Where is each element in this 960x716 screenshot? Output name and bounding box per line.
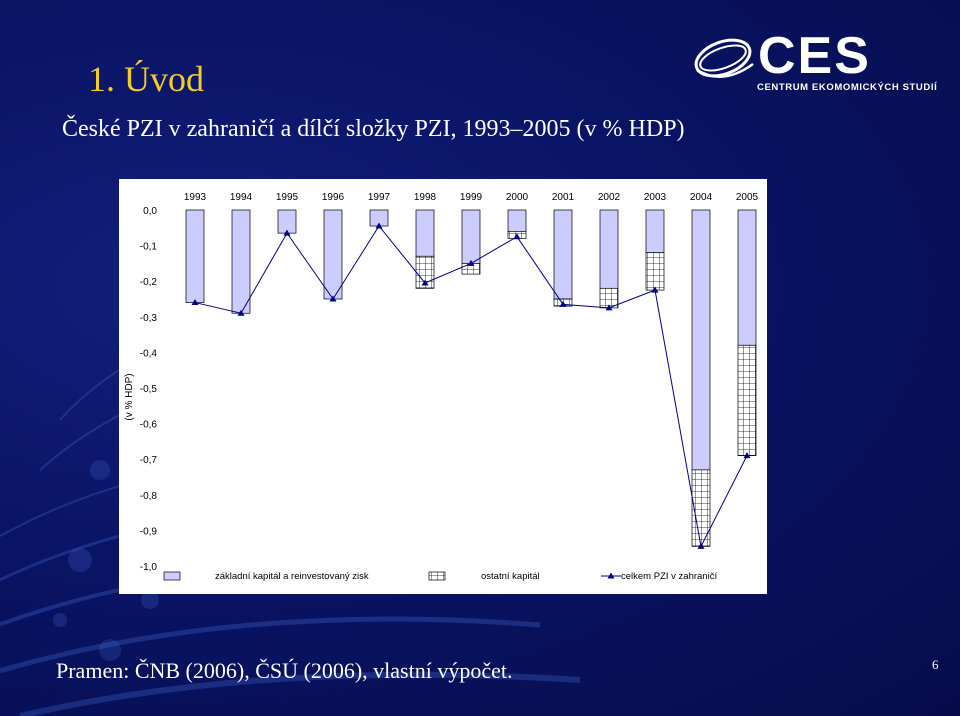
- y-tick-label: -0,8: [140, 491, 158, 502]
- total-fdi-marker: [421, 279, 429, 286]
- legend-swatch-other-capital: [428, 571, 446, 581]
- y-axis-title: (v % HDP): [124, 373, 135, 420]
- y-tick-label: -0,7: [140, 455, 158, 466]
- total-fdi-marker: [191, 299, 199, 306]
- x-tick-label: 2001: [552, 192, 575, 203]
- bar-other-capital: [645, 252, 665, 291]
- bar-base-capital: [507, 209, 527, 232]
- y-tick-label: -0,3: [140, 313, 158, 324]
- x-tick-label: 1995: [276, 192, 299, 203]
- total-fdi-marker: [743, 452, 751, 459]
- total-fdi-marker: [467, 259, 475, 266]
- page-number: 6: [932, 657, 939, 672]
- bar-base-capital: [185, 209, 205, 303]
- bar-base-capital: [737, 209, 757, 346]
- x-tick-label: 1994: [230, 192, 253, 203]
- y-tick-label: -0,6: [140, 420, 158, 431]
- legend-marker-total: [607, 572, 615, 579]
- slide-heading: 1. Úvod: [88, 59, 204, 99]
- total-fdi-marker: [697, 542, 705, 549]
- legend-label-base-capital: základní kapitál a reinvestovaný zisk: [215, 571, 369, 582]
- y-tick-label: -0,9: [140, 526, 158, 537]
- bar-base-capital: [231, 209, 251, 314]
- slide-subtitle: České PZI v zahraničí a dílčí složky PZI…: [62, 116, 685, 142]
- bar-base-capital: [553, 209, 573, 300]
- logo-text: CES: [758, 27, 871, 85]
- y-tick-label: -0,5: [140, 384, 158, 395]
- x-tick-label: 1997: [368, 192, 391, 203]
- legend-label-total: celkem PZI v zahraničí: [621, 571, 717, 582]
- x-tick-label: 1999: [460, 192, 483, 203]
- x-tick-label: 2002: [598, 192, 621, 203]
- total-fdi-marker: [329, 295, 337, 302]
- y-tick-label: -0,1: [140, 242, 158, 253]
- total-fdi-marker: [651, 286, 659, 293]
- x-tick-label: 1998: [414, 192, 437, 203]
- x-tick-label: 1996: [322, 192, 345, 203]
- x-tick-label: 2003: [644, 192, 667, 203]
- total-fdi-marker: [559, 300, 567, 307]
- total-fdi-marker: [605, 304, 613, 311]
- bar-base-capital: [691, 209, 711, 471]
- y-tick-label: -0,2: [140, 277, 158, 288]
- total-fdi-marker: [513, 233, 521, 240]
- bar-base-capital: [645, 209, 665, 254]
- x-tick-label: 2000: [506, 192, 529, 203]
- y-tick-label: -1,0: [140, 562, 158, 573]
- bar-base-capital: [323, 209, 343, 300]
- bar-other-capital: [737, 344, 757, 456]
- logo-subtext: CENTRUM EKOMOMICKÝCH STUDIÍ: [757, 82, 938, 93]
- chart-container: 0,0 -0,1 -0,2 -0,3 -0,4 -0,5 -0,6 -0,7 -0,8 -0,9 -…: [119, 179, 767, 594]
- total-fdi-marker: [237, 309, 245, 316]
- ces-logo-icon: [694, 38, 754, 78]
- total-fdi-marker: [375, 222, 383, 229]
- bar-base-capital: [461, 209, 481, 264]
- y-tick-label: 0,0: [143, 206, 157, 217]
- x-tick-label: 2005: [736, 192, 759, 203]
- bar-base-capital: [599, 209, 619, 289]
- y-tick-label: -0,4: [140, 348, 158, 359]
- fdi-chart: 0,0 -0,1 -0,2 -0,3 -0,4 -0,5 -0,6 -0,7 -0,8 -0,9 -…: [124, 192, 759, 582]
- bar-base-capital: [415, 209, 435, 257]
- x-tick-label: 1993: [184, 192, 207, 203]
- total-fdi-marker: [283, 229, 291, 236]
- x-tick-label: 2004: [690, 192, 713, 203]
- source-note: Pramen: ČNB (2006), ČSÚ (2006), vlastní …: [56, 658, 513, 683]
- legend-label-other-capital: ostatní kapitál: [481, 571, 540, 582]
- legend-swatch-base-capital: [163, 571, 181, 581]
